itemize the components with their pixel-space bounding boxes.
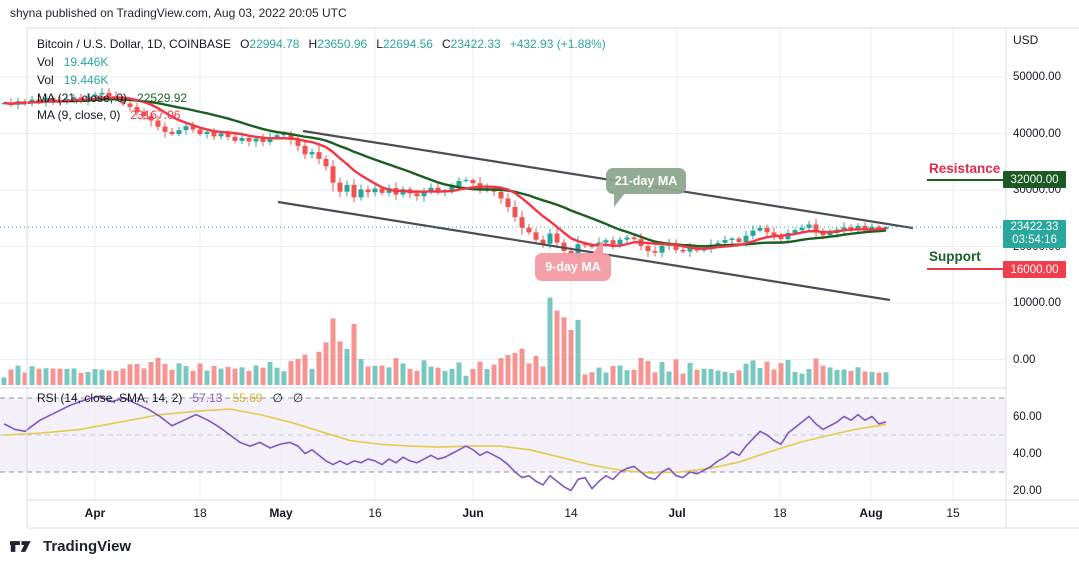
- price-axis-tick: 50000.00: [1013, 71, 1061, 83]
- rsi-axis-tick: 40.00: [1013, 447, 1042, 460]
- vol-label: Vol: [37, 73, 54, 87]
- time-axis-tick: 14: [564, 506, 578, 520]
- ma9-callout-bubble: 9-day MA: [535, 240, 611, 281]
- ma9-legend-row[interactable]: MA (9, close, 0) 23167.06: [37, 108, 180, 122]
- tradingview-logo-icon: [10, 541, 31, 552]
- vol-value: 19.446K: [63, 73, 109, 87]
- rsi-axis-tick: 60.00: [1013, 410, 1042, 423]
- price-axis-unit: USD: [1013, 33, 1039, 47]
- time-axis-tick: Jul: [668, 506, 686, 520]
- time-axis-tick: Jun: [462, 506, 484, 520]
- ma9-callout-text: 9-day MA: [545, 260, 601, 274]
- vol-label: Vol: [37, 55, 54, 69]
- ma9-value: 23167.06: [130, 108, 181, 122]
- price-axis-tick: 10000.00: [1013, 297, 1061, 309]
- price-axis-tick: 40000.00: [1013, 127, 1061, 140]
- rsi-null-value-1: ∅: [272, 391, 283, 405]
- resistance-price-badge: 32000.00: [1003, 171, 1066, 188]
- symbol-legend-row[interactable]: Bitcoin / U.S. Dollar, 1D, COINBASE O2299…: [37, 37, 606, 51]
- time-axis-tick: 16: [368, 506, 382, 520]
- last-price-value: 23422.33: [1010, 221, 1059, 233]
- support-price-badge: 16000.00: [1003, 261, 1066, 278]
- support-line: [927, 268, 1003, 270]
- resistance-line: [927, 179, 1003, 181]
- price-axis-tick: 0.00: [1013, 353, 1036, 366]
- last-price-badge: 23422.33 03:54:16: [1003, 220, 1066, 248]
- ma21-legend-row[interactable]: MA (21, close, 0) 22529.92: [37, 91, 187, 105]
- change-value: +432.93 (+1.88%): [509, 37, 606, 51]
- rsi-axis-tick: 20.00: [1013, 484, 1042, 497]
- resistance-label: Resistance: [929, 161, 1001, 176]
- ma9-label: MA (9, close, 0): [37, 108, 121, 122]
- ma21-callout-text: 21-day MA: [614, 174, 678, 188]
- ma21-value: 22529.92: [137, 91, 188, 105]
- ohlc-close: C23422.33: [441, 37, 501, 51]
- tradingview-brand-text: TradingView: [43, 538, 132, 555]
- tradingview-footer[interactable]: TradingView: [10, 538, 131, 555]
- time-axis-tick: 15: [946, 506, 960, 520]
- publish-watermark: shyna published on TradingView.com, Aug …: [10, 6, 347, 20]
- ohlc-open: O22994.78: [240, 37, 300, 51]
- ohlc-low: L22694.56: [376, 37, 433, 51]
- vol-value: 19.446K: [63, 55, 109, 69]
- time-axis-tick: Apr: [84, 506, 106, 520]
- symbol-title: Bitcoin / U.S. Dollar, 1D, COINBASE: [37, 37, 232, 51]
- rsi-value: 57.13: [192, 391, 223, 405]
- ma21-callout-bubble: 21-day MA: [606, 168, 686, 207]
- time-axis-tick: Aug: [859, 506, 883, 520]
- support-label: Support: [929, 249, 981, 264]
- ma21-label: MA (21, close, 0): [37, 91, 128, 105]
- time-axis-tick: 18: [193, 506, 207, 520]
- volume-legend-row-1[interactable]: Vol 19.446K: [37, 55, 108, 69]
- time-axis-tick: May: [269, 506, 293, 520]
- rsi-label: RSI (14, close, SMA, 14, 2): [37, 391, 183, 405]
- volume-legend-row-2[interactable]: Vol 19.446K: [37, 73, 108, 87]
- time-axis-tick: 18: [773, 506, 787, 520]
- bar-countdown: 03:54:16: [1012, 234, 1057, 246]
- rsi-sma-value: 55.69: [232, 391, 263, 405]
- rsi-legend-row[interactable]: RSI (14, close, SMA, 14, 2) 57.13 55.69 ∅ ∅: [37, 391, 303, 405]
- ohlc-high: H23650.96: [308, 37, 368, 51]
- rsi-null-value-2: ∅: [292, 391, 304, 405]
